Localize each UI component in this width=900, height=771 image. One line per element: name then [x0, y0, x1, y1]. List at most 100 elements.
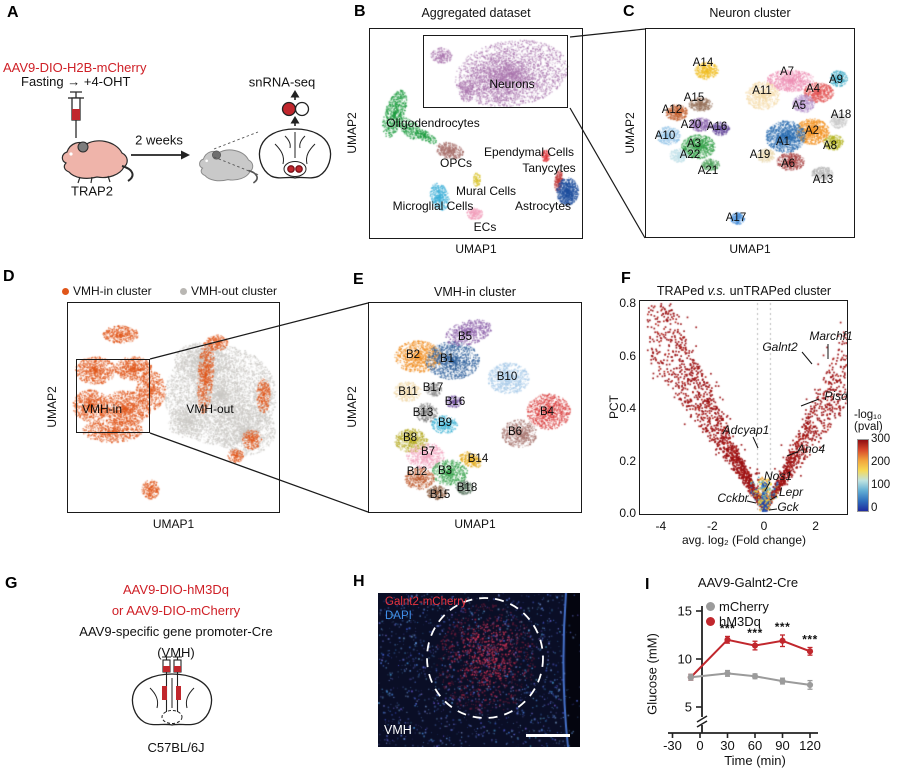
y-tick-label: 0.8	[619, 296, 636, 310]
gene-label-ano4: Ano4	[796, 442, 826, 456]
cluster-label-a5: A5	[791, 100, 807, 112]
gene-label-marchf1: Marchf1	[809, 329, 853, 343]
panel-i-title: AAV9-Galnt2-Cre	[697, 575, 799, 590]
cluster-label-a10: A10	[654, 130, 676, 142]
cluster-label-a11: A11	[752, 85, 772, 97]
cluster-label-b3: B3	[437, 465, 453, 477]
cluster-label-a21: A21	[697, 165, 719, 177]
cluster-label-b13: B13	[412, 407, 434, 419]
unlabeled-nucleus-icon	[294, 101, 310, 117]
gene-label-pisd: Pisd	[824, 389, 848, 403]
panel-c-umap-neuron: C Neuron cluster UMAP2 UMAP1 A14 A7 A9 A4 A1…	[610, 0, 900, 260]
cluster-label-ecs: ECs	[473, 220, 497, 234]
y-tick-label: 0.0	[619, 506, 636, 520]
colorbar-tick-label: 200	[871, 456, 891, 468]
neurons-zoom-box	[423, 35, 568, 108]
cluster-label-a4: A4	[805, 83, 821, 95]
x-tick-label: -2	[707, 519, 718, 533]
y-tick-label: 0.4	[619, 401, 636, 415]
cluster-label-a18: A18	[830, 109, 852, 121]
cluster-label-b12: B12	[406, 466, 428, 478]
fluorescence-image: Galnt2-mCherry DAPI VMH	[378, 593, 580, 747]
x-tick-label: 2	[812, 519, 819, 533]
cre-line: AAV9-specific gene promoter-Cre	[79, 624, 273, 639]
cluster-label-tanycytes: Tanycytes	[522, 161, 576, 175]
significance-stars: ***	[747, 626, 763, 640]
cluster-label-b17: B17	[422, 382, 444, 394]
volcano-plot	[639, 300, 848, 515]
panel-d-label: D	[3, 268, 15, 285]
panel-i-glucose-chart: I AAV9-Galnt2-Cre mCherry hM3Dq 15 10 5 -30…	[640, 570, 900, 771]
legend-vmh-in: VMH-in cluster	[62, 284, 152, 298]
legend-mcherry: mCherry	[706, 599, 769, 614]
cluster-label-a19: A19	[749, 149, 771, 161]
panel-a: A AAV9-DIO-H2B-mCherry Fasting → +4-OHT …	[0, 0, 340, 260]
syringe-icon	[68, 91, 84, 138]
colorbar-tick-label: 100	[871, 479, 891, 491]
y-axis-label: UMAP2	[623, 112, 637, 154]
gene-label-gck: Gck	[777, 500, 799, 514]
cluster-label-a3: A3	[686, 138, 702, 150]
trap2-mouse-icon	[61, 140, 134, 184]
region-label-vmh-out: VMH-out	[186, 402, 234, 416]
cluster-label-b2: B2	[405, 349, 421, 361]
cluster-label-microglial-cells: Microglial Cells	[392, 199, 474, 213]
legend-hm3dq: hM3Dq	[706, 614, 761, 629]
cluster-label-b18: B18	[456, 482, 478, 494]
x-tick-label: -30	[663, 738, 682, 753]
cluster-label-a13: A13	[812, 174, 834, 186]
vmh-in-zoom-box	[76, 359, 150, 433]
x-tick-label: 120	[799, 738, 821, 753]
panel-h-micrograph: H Galnt2-mCherry DAPI VMH	[340, 560, 600, 771]
legend-label: VMH-in cluster	[73, 284, 152, 298]
timeline-arrow	[131, 150, 190, 160]
panel-a-label: A	[7, 4, 19, 21]
gray-mouse-icon	[199, 149, 258, 184]
y-tick-label: 15	[678, 604, 692, 619]
umap-vmh-in-plot	[368, 302, 582, 513]
title-pre: TRAPed	[656, 284, 708, 298]
cluster-label-a7: A7	[779, 66, 795, 78]
colorbar-tick-label: 300	[871, 433, 891, 445]
y-axis-label: UMAP2	[345, 386, 359, 428]
glucose-line-chart: 15 10 5 -30 0 30 60 90 120 *** *** *** ***	[663, 604, 821, 754]
x-tick-label: 60	[748, 738, 762, 753]
panel-b-label: B	[354, 3, 366, 20]
target-line: (VMH)	[157, 645, 195, 660]
y-tick-label: 5	[685, 700, 692, 715]
panel-e-title: VMH-in cluster	[434, 285, 516, 299]
colorbar-label-2: (pval)	[854, 421, 883, 433]
panel-i-label: I	[645, 576, 650, 593]
y-tick-label: 10	[678, 652, 692, 667]
panel-b-title: Aggregated dataset	[421, 6, 531, 20]
cluster-label-b9: B9	[437, 417, 453, 429]
x-tick-label: 30	[720, 738, 734, 753]
protocol-label: Fasting → +4-OHT	[21, 74, 131, 89]
gene-callout-lines	[746, 344, 829, 511]
x-axis-label: UMAP1	[729, 242, 771, 256]
panel-c-title: Neuron cluster	[709, 6, 791, 20]
cluster-label-a20: A20	[680, 119, 702, 131]
x-axis-label: Time (min)	[724, 753, 786, 768]
x-tick-label: 0	[696, 738, 703, 753]
mouse-strain-label: TRAP2	[71, 183, 113, 199]
gene-label-galnt2: Galnt2	[762, 340, 798, 354]
panel-b-umap-aggregated: B Aggregated dataset UMAP2 UMAP1 Neurons…	[340, 0, 600, 260]
mcherry-channel-label: Galnt2-mCherry	[385, 596, 467, 608]
virus-label: AAV9-DIO-H2B-mCherry	[3, 60, 147, 75]
mcherry-nucleus-icon	[281, 101, 297, 117]
panel-g-label: G	[5, 575, 18, 592]
gene-label-adcyap1: Adcyap1	[722, 423, 770, 437]
significance-stars: ***	[775, 620, 791, 634]
y-tick-label: 0.6	[619, 348, 636, 363]
hm3dq-dot-icon	[706, 617, 715, 626]
virus-line-1: AAV9-DIO-hM3Dq	[123, 582, 229, 597]
cluster-label-a2: A2	[804, 125, 820, 137]
panel-f-title: TRAPed v.s. unTRAPed cluster	[639, 284, 849, 298]
legend-label: VMH-out cluster	[191, 284, 278, 298]
panel-d-umap-vmh: D VMH-in cluster VMH-out cluster VMH-in …	[0, 260, 300, 540]
panel-e-label: E	[353, 271, 364, 288]
cluster-label-mural-cells: Mural Cells	[455, 184, 517, 198]
y-tick-label: 0.2	[619, 453, 636, 468]
